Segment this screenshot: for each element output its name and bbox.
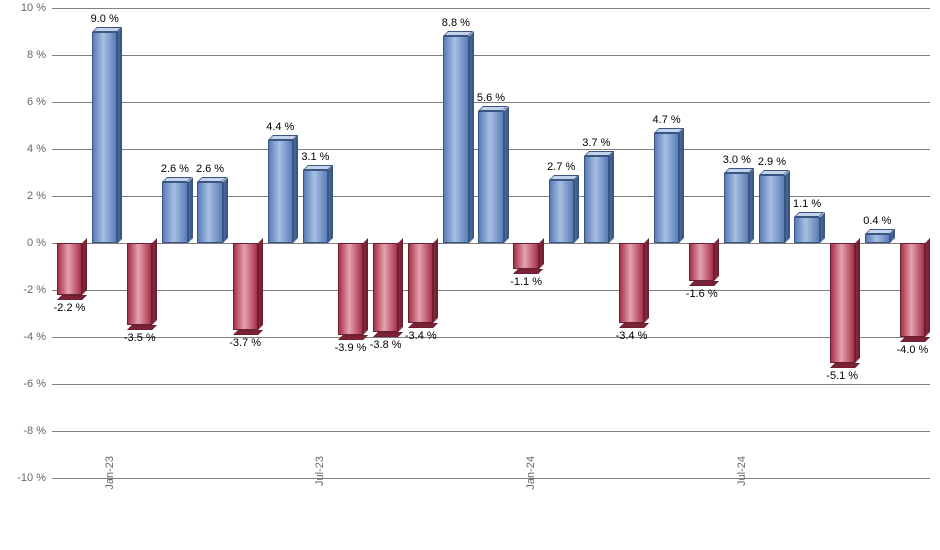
bar: 3.7 % [584,156,609,243]
bar: -1.1 % [513,243,538,269]
gridline [52,478,930,479]
bar: 1.1 % [794,217,819,243]
y-tick-label: 8 % [27,49,46,61]
bar-value-label: 2.6 % [161,163,189,175]
y-tick-label: -6 % [23,378,46,390]
gridline [52,431,930,432]
gridline [52,337,930,338]
bar: 5.6 % [478,111,503,243]
y-tick-label: 2 % [27,190,46,202]
bar: 2.6 % [162,182,187,243]
monthly-returns-bar-chart: -10 % -8 % -6 % -4 % -2 % 0 % 2 % 4 % 6 % 8 % 10 %… [0,0,940,550]
bar-value-label: -2.2 % [54,302,86,314]
y-tick-label: -4 % [23,331,46,343]
bar-value-label: -3.4 % [616,330,648,342]
gridline [52,290,930,291]
plot-area: -10 %-8 %-6 %-4 %-2 %0 %2 %4 %6 %8 %10 %… [52,8,930,478]
bar: 3.1 % [303,170,328,243]
bar-value-label: 9.0 % [91,13,119,25]
bar: -3.7 % [233,243,258,330]
gridline [52,243,930,244]
bar: -3.4 % [408,243,433,323]
bar-value-label: 2.9 % [758,156,786,168]
bar-value-label: -5.1 % [826,370,858,382]
bar: -3.5 % [127,243,152,325]
bar: -3.8 % [373,243,398,332]
bar-value-label: -3.4 % [405,330,437,342]
y-tick-label: 4 % [27,143,46,155]
y-tick-label: 0 % [27,237,46,249]
bar-value-label: 3.0 % [723,154,751,166]
bar: 0.4 % [865,234,890,243]
bar-value-label: 3.1 % [301,151,329,163]
y-tick-label: -8 % [23,425,46,437]
y-tick-label: -2 % [23,284,46,296]
bar: 2.6 % [197,182,222,243]
bar: 2.7 % [549,180,574,243]
bar-value-label: 5.6 % [477,92,505,104]
bar: -3.9 % [338,243,363,335]
gridline [52,8,930,9]
bar-value-label: -3.7 % [229,337,261,349]
bar-value-label: 2.7 % [547,161,575,173]
bar: 4.7 % [654,133,679,243]
x-tick-label: Jul-23 [315,456,326,516]
bar-value-label: -3.8 % [370,339,402,351]
bar-value-label: -3.9 % [335,342,367,354]
bar: -4.0 % [900,243,925,337]
bar-value-label: 4.7 % [653,114,681,126]
bar: 8.8 % [443,36,468,243]
bar-value-label: -1.6 % [686,288,718,300]
bar-value-label: 0.4 % [863,215,891,227]
x-tick-label: Jan-23 [105,456,116,516]
bar: 4.4 % [268,140,293,243]
bar-value-label: -1.1 % [510,276,542,288]
bar: -1.6 % [689,243,714,281]
bar-value-label: 3.7 % [582,137,610,149]
bar-value-label: -3.5 % [124,332,156,344]
y-tick-label: 10 % [21,2,46,14]
bar: 2.9 % [759,175,784,243]
y-tick-label: -10 % [17,472,46,484]
bar-value-label: 8.8 % [442,17,470,29]
gridline [52,55,930,56]
x-tick-label: Jan-24 [526,456,537,516]
x-tick-label: Jul-24 [737,456,748,516]
bar: -2.2 % [57,243,82,295]
bar: 9.0 % [92,32,117,244]
bar-value-label: -4.0 % [897,344,929,356]
bar-value-label: 4.4 % [266,121,294,133]
bar: -5.1 % [830,243,855,363]
gridline [52,384,930,385]
bar-value-label: 2.6 % [196,163,224,175]
bar: -3.4 % [619,243,644,323]
bar: 3.0 % [724,173,749,244]
y-tick-label: 6 % [27,96,46,108]
bar-value-label: 1.1 % [793,198,821,210]
